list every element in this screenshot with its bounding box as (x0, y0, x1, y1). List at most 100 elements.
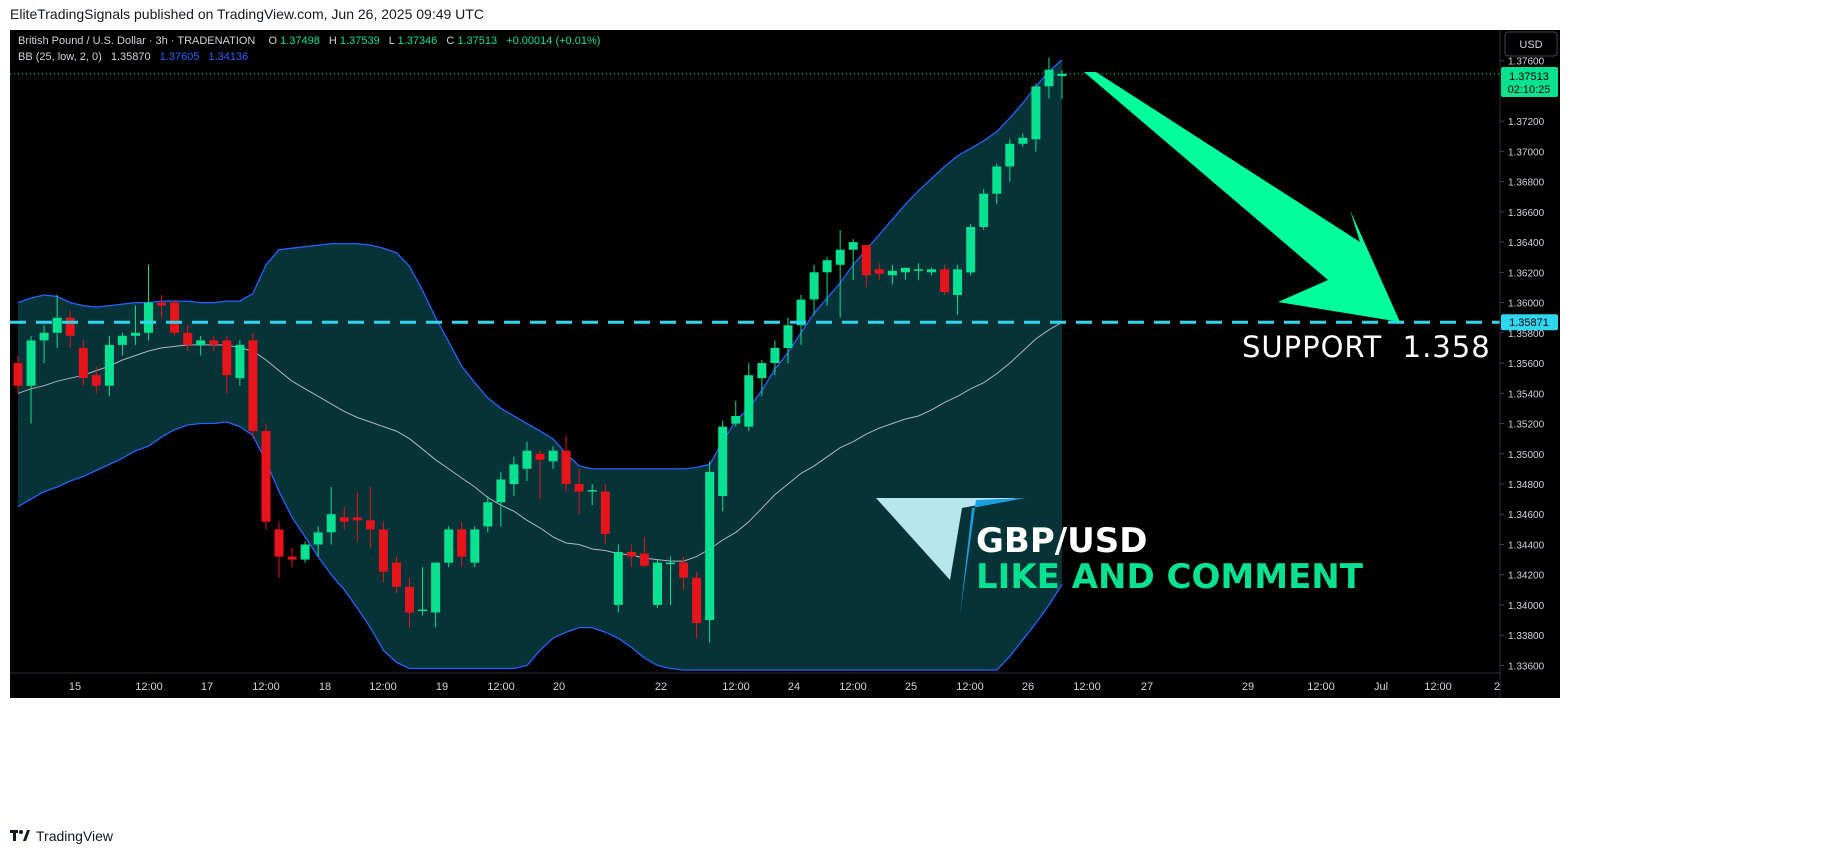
bb-upper-line (17, 59, 1063, 470)
bearish-arrow (1084, 72, 1400, 322)
x-tick-label: 29 (1242, 681, 1254, 693)
y-tick-label: 1.33800 (1508, 631, 1545, 642)
time-axis-labels: 15 12:00 17 12:00 18 12:00 19 12:00 20 22 12:00 24 1… (69, 681, 1500, 693)
candle-body (131, 332, 140, 336)
x-tick-label: 12:00 (956, 681, 984, 693)
chart-canvas[interactable]: 1.37600 1.37200 1.37000 1.36800 1.36600 1.364… (10, 30, 1560, 698)
legend-bb-label: BB (25, low, 2, 0) (18, 51, 102, 63)
current-price-label (1501, 67, 1558, 97)
y-tick-label: 1.35000 (1508, 450, 1545, 461)
publish-info: EliteTradingSignals published on Trading… (10, 6, 484, 22)
candle-body (914, 269, 923, 271)
watermark-title: GBP/USD (976, 521, 1147, 561)
legend-bb-lower: 1.34136 (208, 51, 248, 63)
candle-body (418, 609, 428, 611)
candle-body (78, 347, 88, 379)
candle-body (887, 270, 897, 276)
x-tick-label: Jul (1374, 681, 1388, 693)
y-tick-label: 1.35400 (1508, 389, 1545, 400)
x-tick-label: 12:00 (369, 681, 397, 693)
y-tick-label: 1.37000 (1508, 147, 1545, 158)
candle-body (496, 479, 506, 503)
candle-body (666, 562, 675, 565)
candle-body (365, 520, 375, 530)
tradingview-logo-icon (10, 830, 30, 841)
candle-body (444, 529, 454, 563)
candle-body (718, 426, 728, 497)
candle-body (352, 517, 362, 521)
x-tick-label: 20 (553, 681, 565, 693)
legend-symbol: British Pound / U.S. Dollar · 3h · TRADE… (18, 35, 255, 47)
y-tick-label: 1.34400 (1508, 541, 1545, 552)
candles-layer (13, 57, 1067, 643)
x-tick-label: 22 (655, 681, 667, 693)
candle-body (940, 269, 950, 292)
candle-body (731, 416, 741, 424)
candle-body (104, 344, 114, 386)
current-price-value: 1.37513 (1509, 71, 1549, 83)
y-tick-label: 1.34000 (1508, 601, 1545, 612)
candle-body (548, 450, 558, 462)
currency-label: USD (1519, 39, 1542, 51)
candle-body (313, 532, 323, 545)
candle-body (170, 302, 180, 333)
candle-body (339, 517, 349, 522)
x-tick-label: 12:00 (487, 681, 515, 693)
candle-body (248, 340, 258, 432)
x-tick-label: 18 (319, 681, 331, 693)
x-tick-label: 19 (436, 681, 448, 693)
candle-body (626, 552, 636, 557)
x-tick-label: 12:00 (839, 681, 867, 693)
candle-body (927, 269, 936, 273)
candle-body (757, 363, 767, 379)
candle-body (561, 450, 571, 484)
candle-body (287, 556, 297, 560)
candle-body (587, 490, 597, 492)
x-tick-label: 2 (1494, 681, 1500, 693)
candle-body (509, 464, 519, 485)
candle-body (861, 245, 871, 276)
candle-body (183, 332, 193, 345)
legend-h-label: H (329, 35, 337, 47)
candle-body (300, 544, 310, 560)
candle-body (26, 340, 36, 386)
x-tick-label: 12:00 (1424, 681, 1452, 693)
candle-body (392, 562, 401, 587)
legend-l-value: 1.37346 (398, 35, 438, 47)
y-tick-label: 1.36600 (1508, 208, 1545, 219)
y-tick-label: 1.33600 (1508, 661, 1545, 672)
footer: TradingView (10, 828, 113, 844)
bb-fill (18, 59, 1062, 670)
legend-bb-upper: 1.37605 (160, 51, 200, 63)
x-tick-label: 25 (905, 681, 917, 693)
candle-body (653, 562, 662, 605)
candle-body (209, 340, 219, 345)
legend-o-label: O (268, 35, 277, 47)
candle-body (1044, 69, 1054, 87)
x-tick-label: 12:00 (1307, 681, 1335, 693)
candle-body (966, 227, 976, 273)
watermark-cta: LIKE AND COMMENT (976, 557, 1364, 597)
candle-body (157, 302, 167, 306)
y-tick-label: 1.36000 (1508, 299, 1545, 310)
candle-body (679, 562, 689, 578)
legend-line-1: British Pound / U.S. Dollar · 3h · TRADE… (18, 35, 600, 47)
currency-button[interactable] (1504, 31, 1558, 57)
x-tick-label: 17 (201, 681, 213, 693)
watermark-logo (876, 498, 1026, 615)
candle-body (1005, 143, 1015, 167)
price-axis[interactable] (1500, 30, 1560, 698)
candle-body (783, 325, 793, 348)
candle-body (261, 431, 271, 522)
candle-body (992, 166, 1002, 194)
candle-body (835, 249, 845, 265)
candle-body (431, 562, 441, 613)
logo-left-wing (876, 498, 1016, 580)
y-tick-label: 1.36800 (1508, 178, 1545, 189)
x-tick-label: 27 (1141, 681, 1153, 693)
y-tick-label: 1.37200 (1508, 117, 1545, 128)
candle-body (52, 317, 62, 333)
y-tick-label: 1.36200 (1508, 268, 1545, 279)
y-tick-label: 1.35800 (1508, 329, 1545, 340)
legend-l-label: L (389, 35, 395, 47)
